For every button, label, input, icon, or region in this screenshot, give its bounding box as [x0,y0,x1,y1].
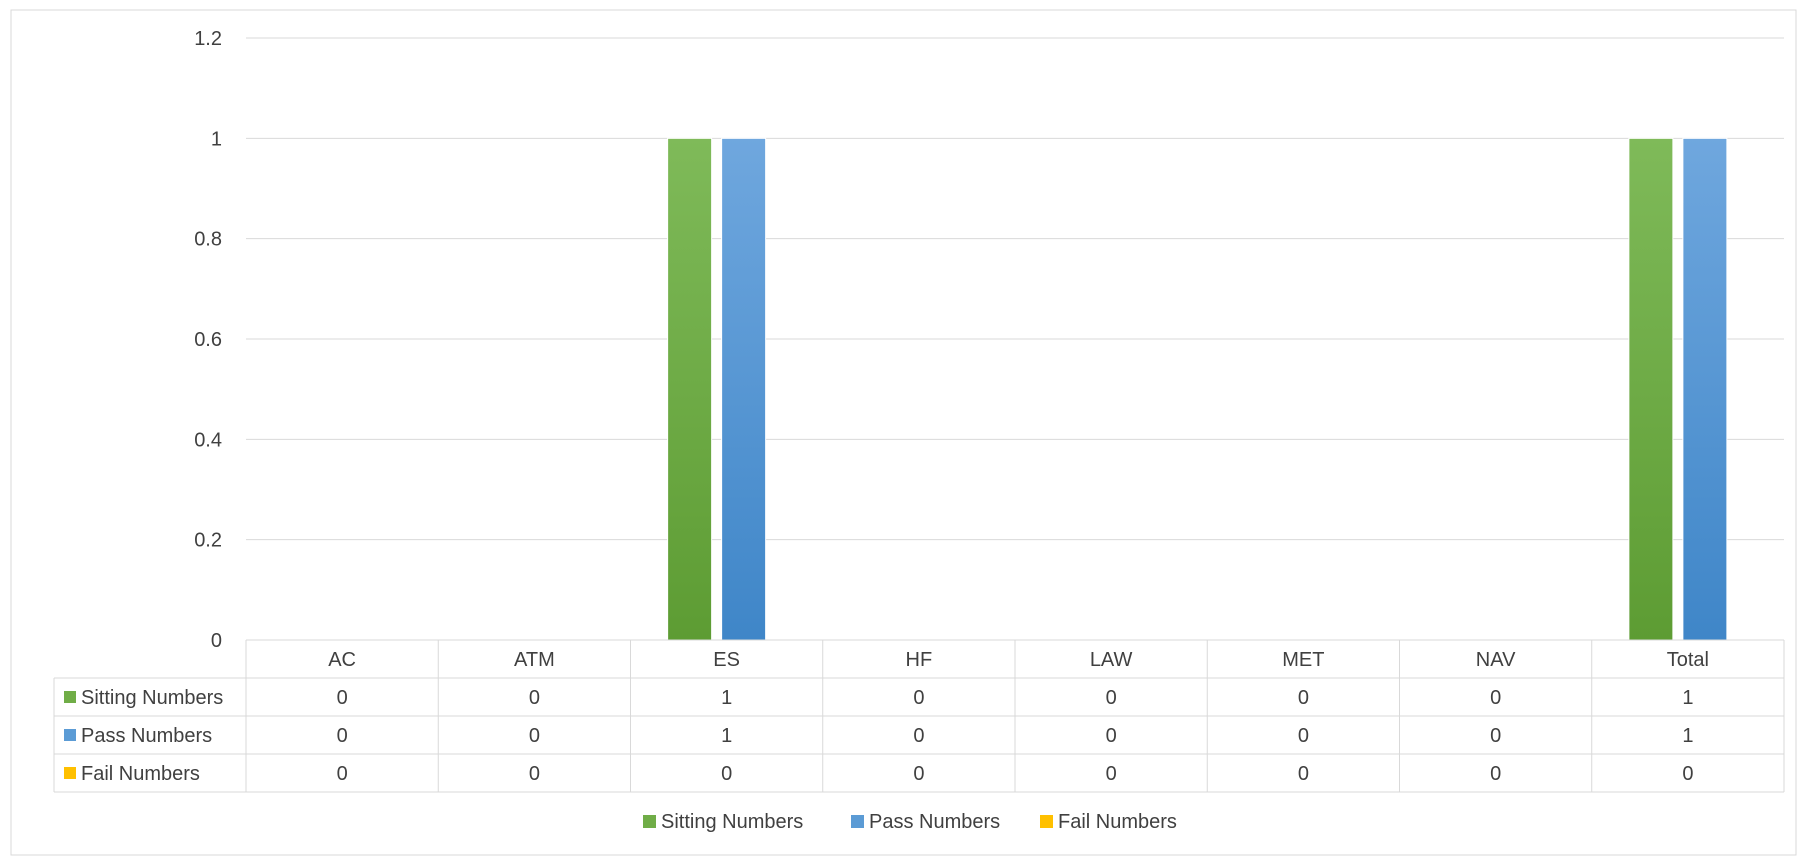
bar-sitting-numbers-es [667,137,713,641]
table-cell-value: 1 [721,725,732,747]
table-cell-value: 0 [1106,763,1117,785]
table-series-label: Fail Numbers [81,763,200,785]
table-cell-value: 0 [913,687,924,709]
table-cell-value: 0 [1106,725,1117,747]
category-label: NAV [1476,649,1516,671]
table-cell-value: 1 [1682,687,1693,709]
table-cell-value: 0 [337,725,348,747]
y-tick-label: 0.8 [194,229,222,251]
bars [667,137,1728,641]
bar-pass-numbers-total [1682,137,1728,641]
table-cell-value: 0 [1490,725,1501,747]
table-cell-value: 0 [1298,725,1309,747]
legend-swatch [1040,815,1053,828]
table-cell-value: 0 [1298,763,1309,785]
table-cell-value: 0 [1490,687,1501,709]
gridlines [246,37,1784,641]
category-label: Total [1667,649,1709,671]
category-label: AC [328,649,356,671]
table-cell-value: 0 [913,763,924,785]
table-cell-value: 0 [529,687,540,709]
data-table: AC ATM ES HF LAW MET NAV Total Sitting Numbers 0 0… [53,639,1785,793]
y-tick-label: 0 [211,630,222,652]
table-cell-value: 0 [913,725,924,747]
legend-label: Fail Numbers [1058,811,1177,833]
legend-label: Sitting Numbers [661,811,803,833]
table-cell-value: 0 [1682,763,1693,785]
table-series-label: Sitting Numbers [81,687,223,709]
table-cell-value: 0 [1106,687,1117,709]
table-series-key [64,767,76,779]
legend-label: Pass Numbers [869,811,1000,833]
table-cell-value: 0 [337,687,348,709]
y-tick-label: 1.2 [194,28,222,50]
bar-pass-numbers-es [721,137,767,641]
table-cell-value: 1 [721,687,732,709]
category-label: ATM [514,649,555,671]
legend-swatch [643,815,656,828]
y-axis-tick-labels: 0 0.2 0.4 0.6 0.8 1 1.2 [194,28,222,652]
table-cell-value: 0 [529,763,540,785]
y-tick-label: 1 [211,128,222,150]
table-series-label: Pass Numbers [81,725,212,747]
table-series-key [64,729,76,741]
category-label: MET [1282,649,1324,671]
legend: Sitting Numbers Pass Numbers Fail Numbers [643,811,1177,833]
y-tick-label: 0.2 [194,530,222,552]
y-tick-label: 0.6 [194,329,222,351]
bar-sitting-numbers-total [1628,137,1674,641]
table-cell-value: 0 [1298,687,1309,709]
chart-border [10,9,1797,856]
category-label: HF [906,649,933,671]
table-cell-value: 0 [1490,763,1501,785]
table-cell-value: 0 [337,763,348,785]
category-label: ES [713,649,740,671]
table-cell-value: 1 [1682,725,1693,747]
table-cell-value: 0 [529,725,540,747]
table-series-key [64,691,76,703]
table-cell-value: 0 [721,763,732,785]
legend-swatch [851,815,864,828]
category-label: LAW [1090,649,1133,671]
y-tick-label: 0.4 [194,429,222,451]
